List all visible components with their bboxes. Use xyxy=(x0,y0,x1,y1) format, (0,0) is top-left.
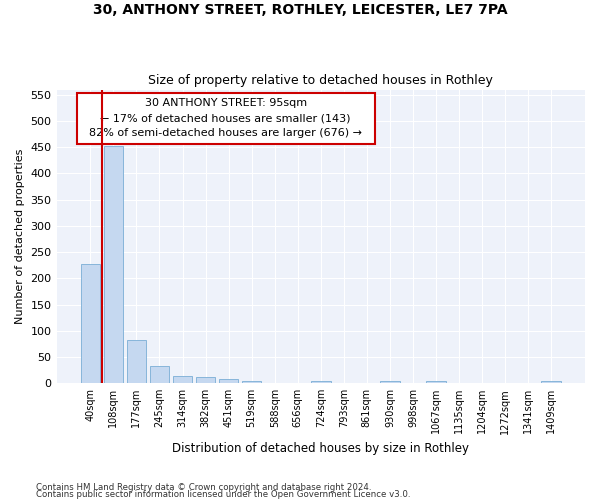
X-axis label: Distribution of detached houses by size in Rothley: Distribution of detached houses by size … xyxy=(172,442,469,455)
Bar xyxy=(127,340,146,383)
Bar xyxy=(242,381,262,383)
Bar xyxy=(541,381,561,383)
Bar xyxy=(196,378,215,383)
Bar xyxy=(380,380,400,383)
Text: 30, ANTHONY STREET, ROTHLEY, LEICESTER, LE7 7PA: 30, ANTHONY STREET, ROTHLEY, LEICESTER, … xyxy=(92,2,508,16)
Bar xyxy=(149,366,169,383)
Bar xyxy=(173,376,193,383)
Bar xyxy=(311,381,331,383)
Bar xyxy=(219,379,238,383)
Title: Size of property relative to detached houses in Rothley: Size of property relative to detached ho… xyxy=(148,74,493,87)
Bar xyxy=(80,264,100,383)
Text: Contains HM Land Registry data © Crown copyright and database right 2024.: Contains HM Land Registry data © Crown c… xyxy=(36,484,371,492)
Text: Contains public sector information licensed under the Open Government Licence v3: Contains public sector information licen… xyxy=(36,490,410,499)
Text: 30 ANTHONY STREET: 95sqm  
  ← 17% of detached houses are smaller (143)  
  82% : 30 ANTHONY STREET: 95sqm ← 17% of detach… xyxy=(82,98,369,138)
Bar xyxy=(104,146,123,383)
Y-axis label: Number of detached properties: Number of detached properties xyxy=(15,148,25,324)
Bar xyxy=(426,381,446,383)
